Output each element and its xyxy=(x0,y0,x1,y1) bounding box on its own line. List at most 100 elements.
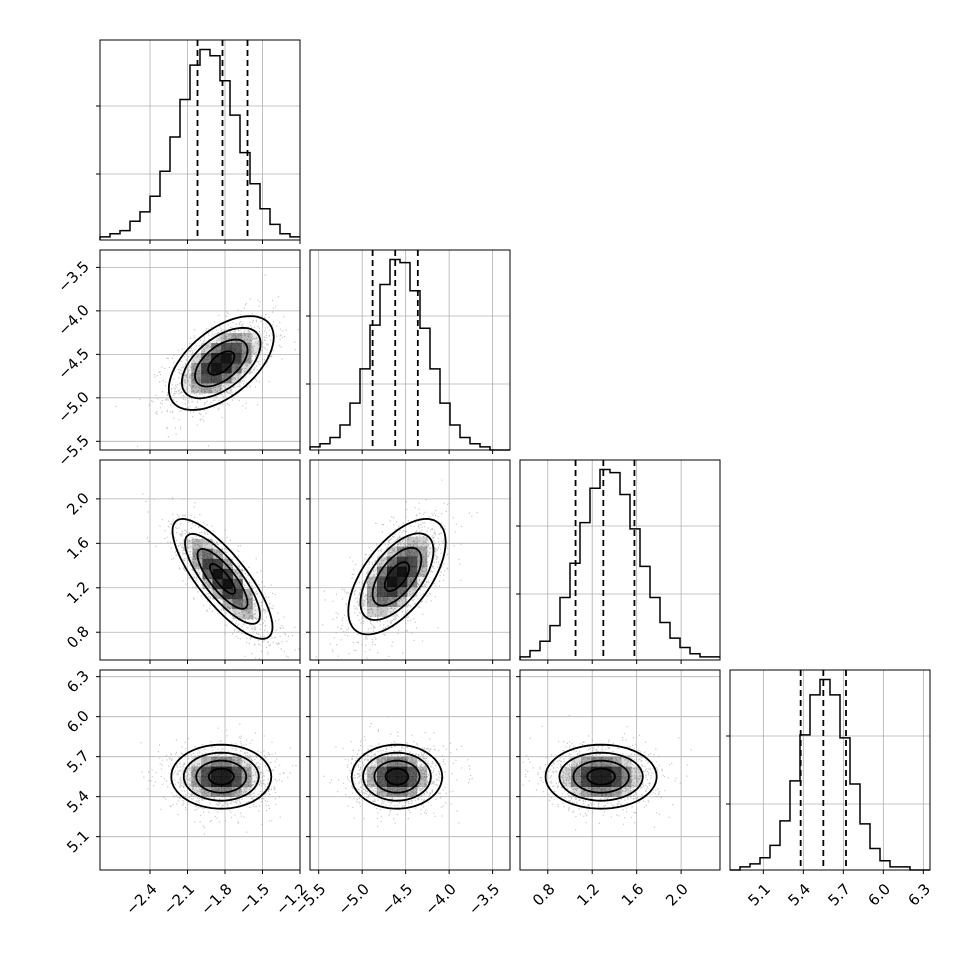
density-cell xyxy=(191,353,202,364)
density-cell xyxy=(581,786,592,797)
density-cell xyxy=(221,766,232,777)
density-cell xyxy=(181,373,192,384)
panel-frame xyxy=(99,459,301,661)
density-cell xyxy=(376,786,388,797)
density-cell xyxy=(611,776,622,787)
density-cell xyxy=(631,766,642,777)
density-cell xyxy=(181,776,192,787)
contour xyxy=(572,759,630,794)
y-tick-label: −3.5 xyxy=(54,257,92,295)
density-cell xyxy=(621,766,632,777)
panel-frame xyxy=(99,669,301,871)
density-cell xyxy=(251,776,262,787)
density-cell xyxy=(241,786,252,797)
y-tick-label: 2.0 xyxy=(63,489,93,519)
contour xyxy=(180,326,262,400)
panel-frame xyxy=(519,459,721,661)
y-tick-label: 1.6 xyxy=(63,533,93,563)
density-cell xyxy=(376,756,388,767)
panel-content xyxy=(140,723,297,835)
x-tick-label: −2.1 xyxy=(160,880,198,918)
panel-frame xyxy=(99,39,301,241)
density-cell xyxy=(241,756,252,767)
density-cell xyxy=(201,766,212,777)
density-cell xyxy=(221,343,232,354)
density-cell xyxy=(222,568,233,580)
density-cell xyxy=(232,568,243,580)
density-cell xyxy=(241,333,252,344)
contour xyxy=(207,350,236,376)
density-cell xyxy=(591,766,602,777)
y-tick-label: 5.1 xyxy=(63,827,93,857)
x-tick-label: 5.4 xyxy=(784,880,814,910)
density-cell xyxy=(221,363,232,374)
density-cell xyxy=(611,786,622,797)
contour xyxy=(373,759,421,794)
contour xyxy=(182,751,260,802)
density-cell xyxy=(366,596,378,607)
density-cell xyxy=(192,538,203,550)
density-cell xyxy=(406,756,418,767)
density-cell xyxy=(366,786,378,797)
density-cell xyxy=(386,586,398,597)
x-tick-label: 5.1 xyxy=(744,880,774,910)
density-cell xyxy=(182,538,193,550)
density-cell xyxy=(212,578,223,590)
contour xyxy=(347,517,447,636)
x-tick-label: −4.5 xyxy=(378,880,416,918)
density-cell xyxy=(366,606,378,617)
density-cell xyxy=(212,548,223,560)
density-cell xyxy=(386,576,398,587)
panel-frame xyxy=(729,669,931,871)
scatter-points xyxy=(140,723,297,835)
density-cell xyxy=(221,373,232,384)
density-cell xyxy=(251,333,262,344)
panel-content xyxy=(522,715,692,831)
density-cell xyxy=(601,776,612,787)
density-cell xyxy=(241,776,252,787)
density-cell xyxy=(611,766,622,777)
density-cell xyxy=(251,766,262,777)
contour xyxy=(184,532,261,625)
density-cell xyxy=(201,383,212,394)
density-cell xyxy=(406,576,418,587)
density-cell xyxy=(571,756,582,767)
x-tick-label: 2.0 xyxy=(662,880,692,910)
density-cell xyxy=(231,373,242,384)
y-tick-label: 5.4 xyxy=(63,787,93,817)
density-cell xyxy=(211,776,222,787)
density-cell xyxy=(242,588,253,600)
x-tick-label: −4.0 xyxy=(421,880,459,918)
density-cell xyxy=(211,353,222,364)
density-cell xyxy=(202,538,213,550)
contour xyxy=(194,338,249,388)
density-cell xyxy=(406,556,418,567)
contour xyxy=(207,767,235,786)
density-cell xyxy=(212,568,223,580)
density-cell xyxy=(232,588,243,600)
x-tick-label: −5.0 xyxy=(334,880,372,918)
density-cell xyxy=(376,566,388,577)
contour xyxy=(350,743,444,810)
density-cell xyxy=(376,776,388,787)
density-cell xyxy=(366,576,378,587)
density-cell xyxy=(631,776,642,787)
density-cell xyxy=(386,606,398,617)
contour xyxy=(195,759,248,794)
x-tick-label: −3.5 xyxy=(465,880,503,918)
density-cell xyxy=(222,588,233,600)
density-cell xyxy=(192,558,203,570)
density-cell xyxy=(221,383,232,394)
density-cell xyxy=(396,586,408,597)
histogram-2 xyxy=(519,468,720,660)
density-cell xyxy=(571,776,582,787)
density-cell xyxy=(591,776,602,787)
density-cell xyxy=(211,383,222,394)
density-cell xyxy=(242,608,253,620)
density-cell xyxy=(581,756,592,767)
density-cell xyxy=(406,566,418,577)
density-cell xyxy=(201,756,212,767)
contour xyxy=(171,517,274,640)
density-cell xyxy=(561,776,572,787)
